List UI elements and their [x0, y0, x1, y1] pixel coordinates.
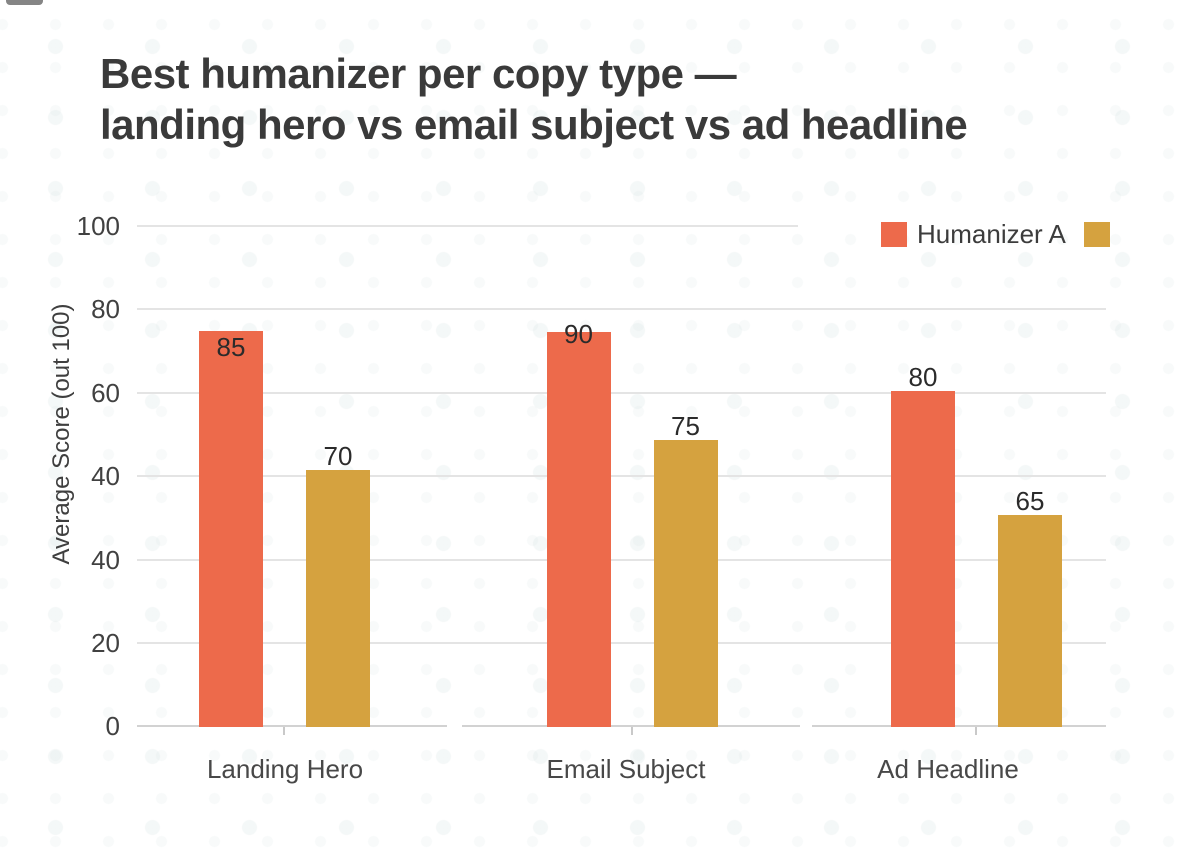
gridline-40a	[137, 475, 1106, 477]
gridline-20	[137, 642, 1106, 644]
bar-value-label: 80	[908, 362, 938, 393]
x-tick-ad-headline	[975, 727, 977, 735]
bar-value-label: 70	[323, 441, 353, 471]
legend-swatch-series-b	[1084, 222, 1110, 247]
y-tick-40b: 40	[91, 545, 120, 575]
chart-title-line1: Best humanizer per copy type —	[100, 50, 737, 97]
category-label-ad-headline: Ad Headline	[877, 754, 1019, 784]
legend-label-humanizer-a: Humanizer A	[917, 219, 1066, 249]
bar-value-label: 90	[564, 318, 593, 349]
bar-series-b-email-subject: 75	[653, 413, 718, 727]
category-label-email-subject: Email Subject	[546, 754, 706, 784]
bar-humanizer-a-email-subject: 90	[546, 321, 611, 727]
x-axis-baseline	[137, 725, 1106, 727]
gridline-100	[137, 225, 798, 227]
bar-value-label: 85	[216, 332, 246, 363]
bar-series-b-landing-hero: 70	[306, 443, 370, 727]
y-axis-title: Average Score (out 100)	[48, 303, 75, 565]
bar-series-b-ad-headline: 65	[998, 488, 1062, 727]
y-tick-40a: 40	[91, 461, 120, 491]
x-tick-email-subject	[631, 727, 633, 735]
bar-humanizer-a-ad-headline: 80	[891, 364, 955, 727]
bar-humanizer-a-landing-hero: 85	[199, 331, 263, 727]
y-tick-20: 20	[91, 628, 120, 658]
bar-value-label: 65	[1015, 486, 1045, 517]
y-tick-0: 0	[105, 711, 120, 741]
gridline-60	[137, 392, 1106, 394]
x-tick-landing-hero	[283, 727, 285, 735]
legend-swatch-humanizer-a	[881, 222, 907, 247]
y-tick-100: 100	[76, 211, 120, 241]
y-tick-80: 80	[91, 294, 120, 324]
chart-title-line2: landing hero vs email subject vs ad head…	[100, 101, 968, 148]
category-label-landing-hero: Landing Hero	[206, 754, 364, 784]
gridline-80	[137, 308, 1106, 310]
chart-title: Best humanizer per copy type — landing h…	[100, 48, 1080, 150]
scan-artifact-mark	[6, 0, 43, 5]
baseline-gap	[447, 725, 462, 729]
bar-value-label: 75	[671, 410, 700, 441]
gridline-40b	[137, 559, 1106, 561]
y-tick-60: 60	[91, 378, 120, 408]
baseline-gap	[800, 725, 812, 729]
